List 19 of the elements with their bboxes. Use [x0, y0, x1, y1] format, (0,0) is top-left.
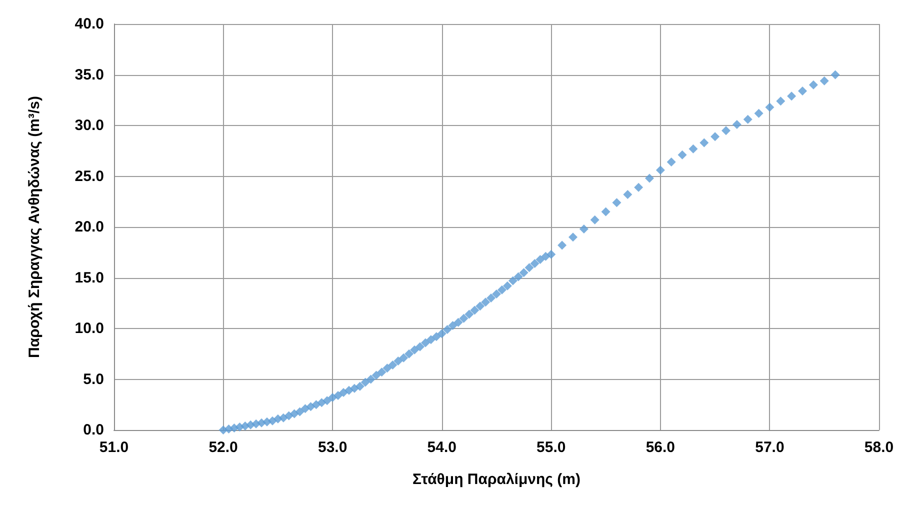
- y-tick-label: 15.0: [74, 269, 104, 286]
- x-axis-title: Στάθμη Παραλίμνης (m): [412, 471, 580, 488]
- x-tick-label: 57.0: [755, 439, 784, 456]
- y-tick-label: 25.0: [74, 168, 104, 185]
- y-tick-label: 20.0: [74, 218, 104, 236]
- x-tick-label: 55.0: [536, 439, 566, 456]
- x-tick-label: 52.0: [208, 439, 238, 456]
- y-tick-label: 40.0: [74, 16, 104, 32]
- y-tick-label: 0.0: [83, 422, 104, 438]
- x-tick-label: 53.0: [318, 439, 348, 456]
- x-tick-label: 56.0: [646, 439, 676, 456]
- y-tick-label: 10.0: [74, 320, 104, 337]
- x-tick-label: 54.0: [427, 439, 456, 456]
- y-tick-label: 30.0: [74, 117, 104, 134]
- y-tick-label: 35.0: [74, 66, 104, 84]
- y-tick-label: 5.0: [83, 370, 104, 388]
- x-tick-label: 51.0: [99, 439, 129, 456]
- x-tick-label: 58.0: [864, 439, 894, 456]
- y-axis-title: Παροχή Σηραγγας Ανθηδώνας (m³/s): [26, 96, 43, 358]
